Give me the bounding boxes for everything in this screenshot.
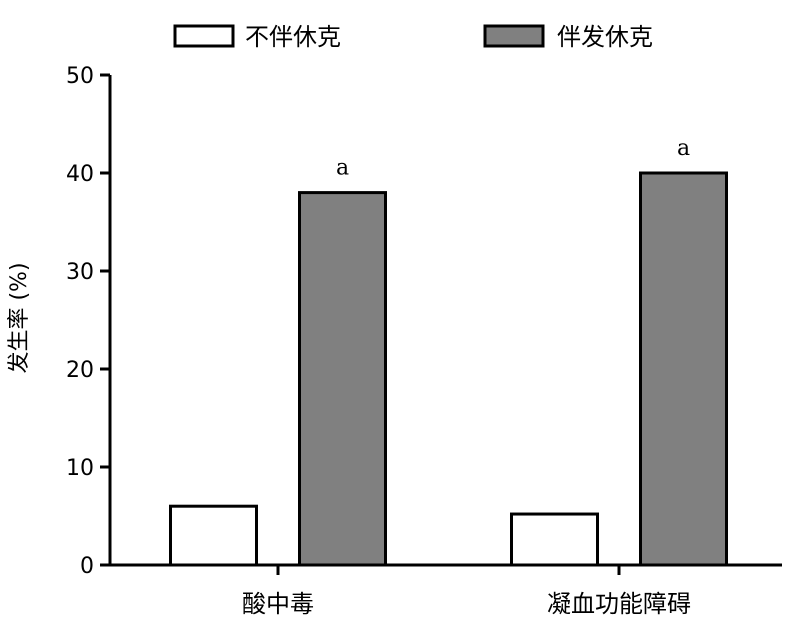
x-tick-label-1: 凝血功能障碍 bbox=[547, 590, 691, 618]
legend: 不伴休克 伴发休克 bbox=[173, 23, 653, 51]
x-axis: 酸中毒 凝血功能障碍 bbox=[109, 563, 782, 618]
bars: aa bbox=[169, 136, 728, 567]
y-axis: 0 10 20 30 40 50 bbox=[66, 64, 112, 579]
y-axis-label: 发生率 (%) bbox=[7, 262, 32, 373]
y-tick-label-3: 30 bbox=[66, 260, 94, 285]
annotation-1: a bbox=[677, 136, 690, 161]
y-tick-label-5: 50 bbox=[66, 64, 94, 89]
bar-0-0 bbox=[169, 504, 258, 567]
legend-label-1: 伴发休克 bbox=[557, 23, 653, 51]
annotation-0: a bbox=[336, 156, 349, 181]
y-tick-label-4: 40 bbox=[66, 162, 94, 187]
y-tick-label-1: 10 bbox=[66, 456, 94, 481]
bar-1-1 bbox=[639, 171, 728, 567]
legend-swatch-0 bbox=[173, 24, 235, 48]
legend-swatch-1 bbox=[483, 24, 545, 48]
bar-0-1 bbox=[298, 191, 387, 567]
y-tick-label-0: 0 bbox=[80, 554, 94, 579]
x-tick-label-0: 酸中毒 bbox=[242, 590, 314, 618]
y-tick-label-2: 20 bbox=[66, 358, 94, 383]
bar-1-0 bbox=[510, 512, 599, 567]
legend-label-0: 不伴休克 bbox=[245, 23, 341, 51]
